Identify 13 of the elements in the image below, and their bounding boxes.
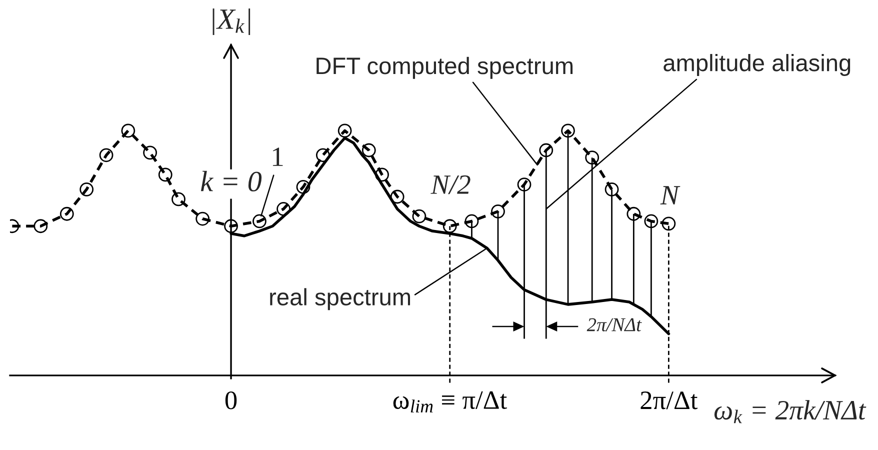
annotation: k = 0	[200, 170, 262, 192]
x-tick-label: 0	[225, 391, 237, 410]
annotation: N	[660, 186, 680, 204]
annotation: real spectrum	[270, 288, 410, 310]
x-tick-label: 2π/Δt	[640, 392, 698, 410]
annotation: 1	[272, 148, 283, 166]
y-axis-title: |X$_{k}$|	[212, 8, 250, 36]
annotation: 2π/NΔt	[586, 318, 642, 332]
x-tick-label: ω$_{lim}$ ≡ π/Δt	[393, 391, 507, 412]
x-axis-title: ω$_{k}$ = 2πk/NΔt	[714, 400, 866, 424]
annotation: amplitude aliasing	[664, 54, 850, 76]
annotation: DFT computed spectrum	[316, 56, 573, 79]
annotation: N/2	[430, 175, 470, 194]
